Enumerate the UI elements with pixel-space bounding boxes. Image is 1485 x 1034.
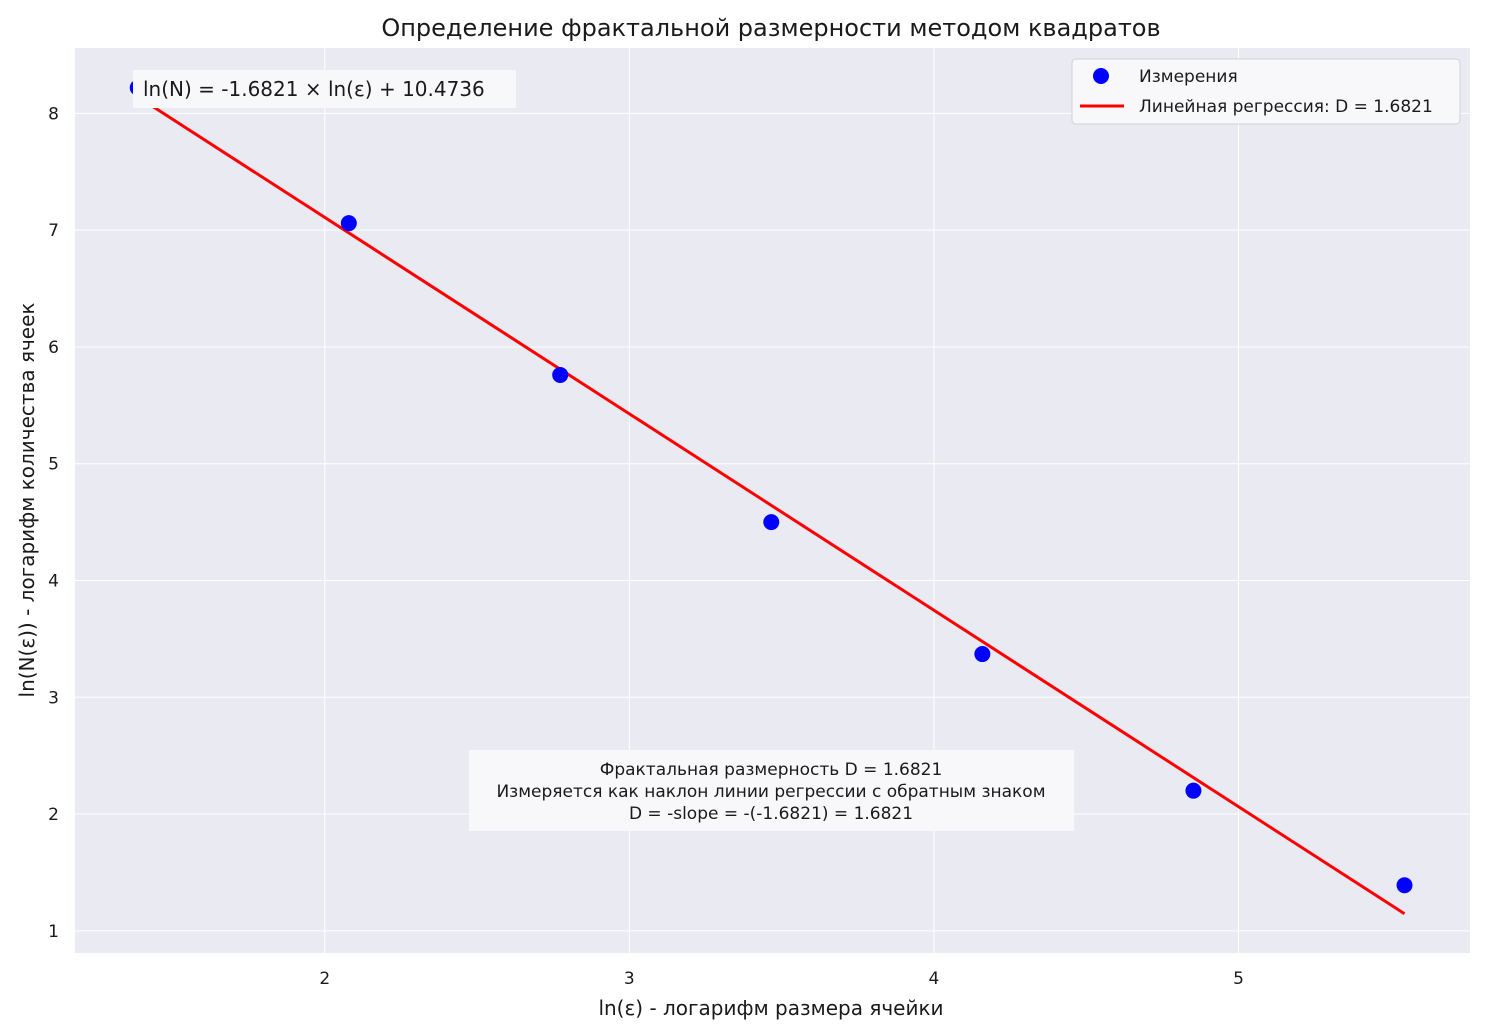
y-tick-label: 4 — [48, 571, 59, 591]
info-line-3: D = -slope = -(-1.6821) = 1.6821 — [629, 804, 913, 824]
data-point — [974, 646, 991, 663]
equation-annotation: ln(N) = -1.6821 × ln(ε) + 10.4736 — [143, 77, 485, 101]
info-line-2: Измеряется как наклон линии регрессии с … — [496, 782, 1045, 802]
info-box — [469, 750, 1074, 831]
y-tick-label: 7 — [48, 221, 59, 241]
chart-title: Определение фрактальной размерности мето… — [381, 14, 1160, 42]
legend-scatter-marker — [1093, 68, 1109, 84]
legend-label-line: Линейная регрессия: D = 1.6821 — [1139, 97, 1433, 117]
data-point — [340, 215, 357, 232]
y-tick-labels: 1 2 3 4 5 6 7 8 — [48, 104, 59, 941]
data-point — [763, 514, 780, 531]
x-tick-label: 3 — [624, 969, 635, 989]
x-tick-label: 2 — [319, 969, 330, 989]
x-tick-labels: 2 3 4 5 — [319, 969, 1244, 989]
y-tick-label: 2 — [48, 805, 59, 825]
y-tick-label: 1 — [48, 922, 59, 942]
x-tick-label: 5 — [1233, 969, 1244, 989]
y-tick-label: 8 — [48, 104, 59, 124]
data-point — [1185, 782, 1202, 799]
data-point — [552, 366, 569, 383]
y-tick-label: 6 — [48, 338, 59, 358]
y-axis-label: ln(N(ε)) - логарифм количества ячеек — [15, 303, 39, 698]
legend-label-scatter: Измерения — [1139, 67, 1238, 87]
y-tick-label: 3 — [48, 688, 59, 708]
equation-box — [133, 70, 516, 108]
y-tick-label: 5 — [48, 455, 59, 475]
grid — [75, 48, 1470, 953]
regression-line-group — [136, 95, 1406, 915]
x-tick-label: 4 — [929, 969, 940, 989]
data-point — [1396, 877, 1413, 894]
x-axis-label: ln(ε) - логарифм размера ячейки — [598, 996, 943, 1020]
info-line-1: Фрактальная размерность D = 1.6821 — [600, 760, 943, 780]
regression-line — [136, 95, 1406, 915]
legend-box — [1071, 58, 1461, 125]
legend: Измерения Линейная регрессия: D = 1.6821 — [1071, 58, 1461, 125]
